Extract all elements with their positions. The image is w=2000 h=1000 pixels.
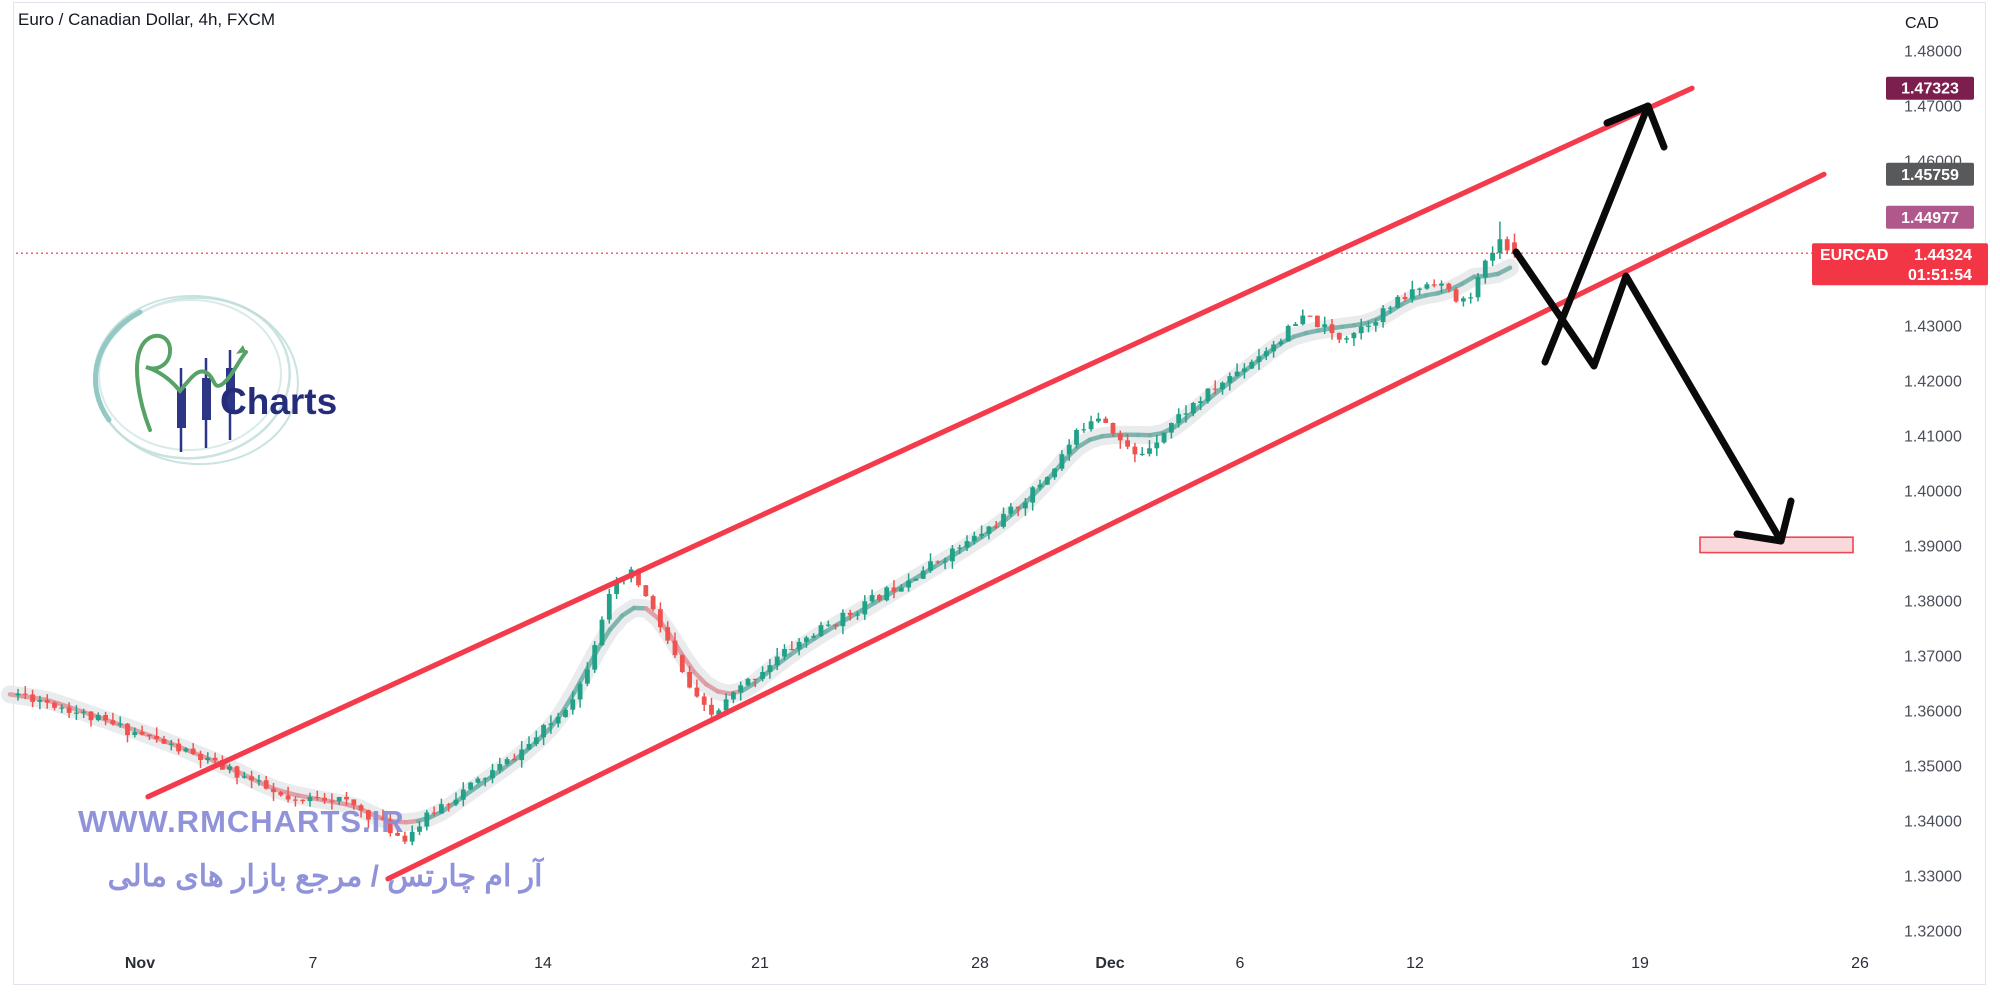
logo-arrowhead-icon [236, 345, 246, 354]
channel-upper-line[interactable] [145, 85, 1695, 800]
logo-text: Charts [220, 381, 337, 422]
price-level-label-text: 1.45759 [1901, 167, 1959, 184]
projection-arrow-up[interactable] [1541, 102, 1652, 366]
moving-average-ribbon [1, 258, 1519, 832]
price-axis-labels: 1.47323 1.45759 1.44977 EURCAD 1.44324 01:51:… [1812, 76, 1988, 286]
price-level-label-text: 1.47323 [1901, 81, 1959, 98]
price-axis-tick: 1.43000 [1904, 319, 1962, 336]
price-axis-tick: 1.35000 [1904, 759, 1962, 776]
projection-arrow-down[interactable] [1512, 248, 1785, 545]
price-level-label-text: 1.44977 [1901, 210, 1959, 227]
candlestick-series [15, 221, 1517, 846]
logo-circle-sketch [93, 294, 299, 466]
price-level-label [1886, 76, 1974, 100]
price-axis-tick: 1.37000 [1904, 649, 1962, 666]
time-axis-label: 26 [1851, 955, 1869, 972]
logo-circle-sketch [98, 298, 282, 452]
symbol-title[interactable]: Euro / Canadian Dollar, 4h, FXCM [18, 10, 275, 29]
channel-lower-line[interactable] [385, 171, 1827, 882]
logo-candles-icon [177, 350, 235, 452]
price-level-label [1886, 162, 1974, 186]
price-axis-tick: 1.33000 [1904, 869, 1962, 886]
price-axis-currency: CAD [1905, 15, 1939, 32]
price-axis-tick: 1.36000 [1904, 704, 1962, 721]
rmcharts-logo: Charts [93, 294, 337, 466]
price-axis-tick: 1.47000 [1904, 99, 1962, 116]
watermark-persian: آر ام چارتس / مرجع بازار های مالی [108, 856, 545, 894]
trend-channel-lines[interactable] [145, 85, 1827, 882]
bar-countdown: 01:51:54 [1908, 267, 1972, 284]
price-axis-tick: 1.42000 [1904, 374, 1962, 391]
time-axis-label: 19 [1631, 955, 1649, 972]
last-price-value: 1.44324 [1914, 247, 1972, 264]
logo-r-squiggle-icon [135, 333, 248, 432]
price-axis-tick: 1.39000 [1904, 539, 1962, 556]
time-axis-label: 21 [751, 955, 769, 972]
projection-arrows[interactable] [1512, 102, 1795, 545]
price-axis-tick: 1.48000 [1904, 44, 1962, 61]
time-axis-label: Dec [1095, 955, 1124, 972]
time-axis-label: 7 [309, 955, 318, 972]
logo-circle-accent [93, 309, 143, 423]
time-axis-label: 14 [534, 955, 552, 972]
last-price-symbol: EURCAD [1820, 247, 1888, 264]
projection-arrow-up-head [1603, 102, 1668, 151]
time-axis-label: 6 [1236, 955, 1245, 972]
price-axis-tick: 1.32000 [1904, 924, 1962, 941]
time-axis-label: 12 [1406, 955, 1424, 972]
price-axis-tick: 1.38000 [1904, 594, 1962, 611]
time-axis-label: Nov [125, 955, 155, 972]
time-axis-label: 28 [971, 955, 989, 972]
price-level-label [1886, 205, 1974, 229]
time-axis[interactable]: Nov 7 14 21 28 Dec 6 12 19 26 [125, 955, 1869, 972]
price-axis-tick: 1.41000 [1904, 429, 1962, 446]
projection-arrow-down-head [1733, 497, 1795, 545]
last-price-label [1812, 243, 1988, 286]
watermark-url: WWW.RMCHARTS.IR [78, 804, 405, 839]
price-axis-tick: 1.34000 [1904, 814, 1962, 831]
price-axis-tick: 1.40000 [1904, 484, 1962, 501]
widget-border [13, 2, 1986, 985]
